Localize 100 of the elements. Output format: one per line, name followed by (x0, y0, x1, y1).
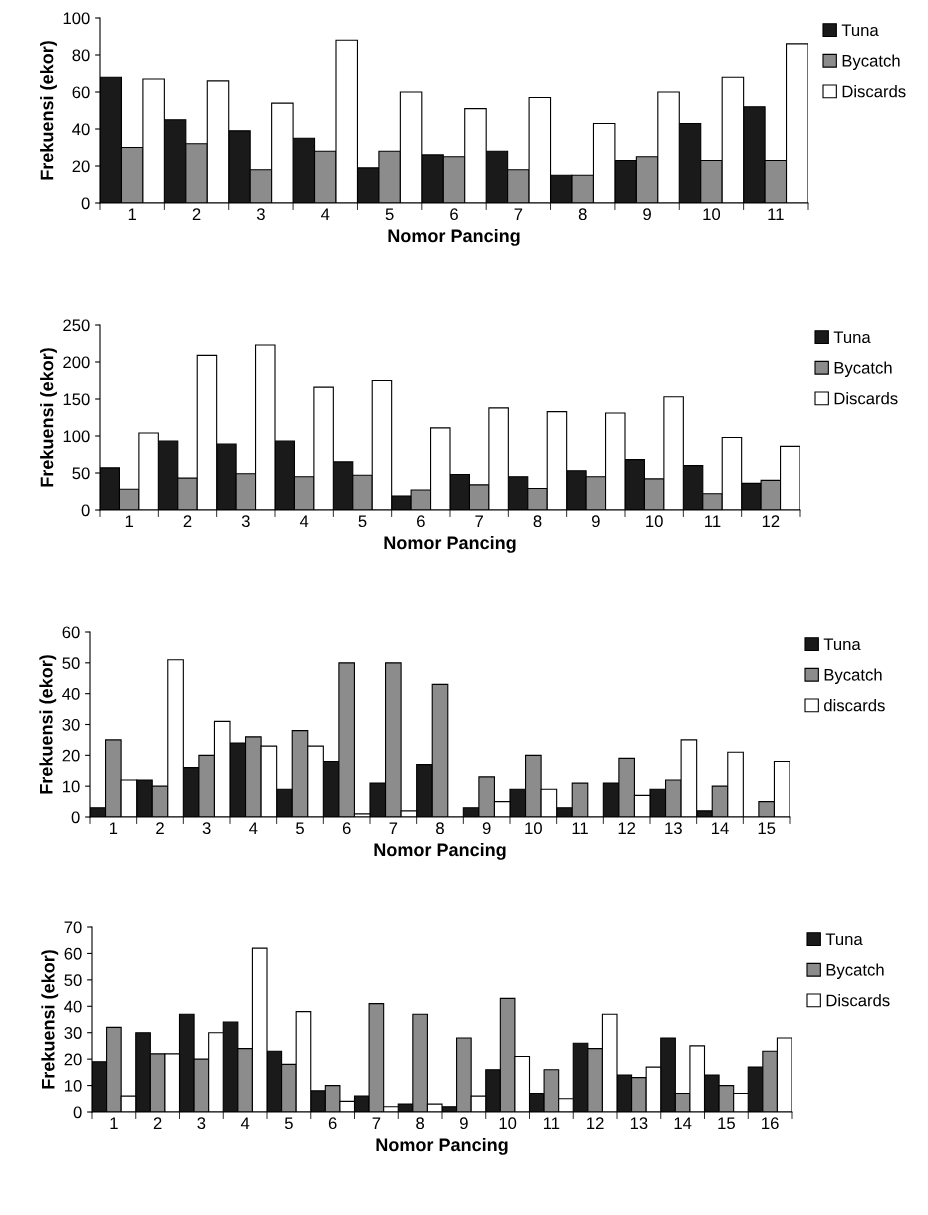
y-tick-label: 0 (81, 197, 90, 210)
x-tick-label: 15 (758, 822, 776, 835)
y-tick-label: 60 (62, 626, 80, 639)
x-tick-label: 9 (482, 822, 491, 835)
y-tick-label: 40 (72, 123, 90, 136)
y-tick-label: 50 (72, 467, 90, 480)
x-tick-label: 14 (674, 1117, 692, 1129)
x-tick-label: 8 (436, 822, 444, 835)
x-tick-label: 10 (499, 1117, 517, 1130)
x-tick-label: 15 (718, 1117, 735, 1130)
x-tick-label: 10 (646, 515, 663, 528)
y-tick-label: 20 (62, 749, 80, 762)
x-tick-label: 16 (762, 1117, 779, 1130)
legend-label: Discards (834, 392, 898, 405)
x-tick-label: 6 (328, 1117, 337, 1130)
x-tick-label: 11 (768, 208, 784, 220)
x-tick-label: 8 (416, 1117, 425, 1130)
x-tick-label: 14 (712, 822, 729, 834)
x-tick-label: 6 (450, 208, 458, 221)
x-tick-label: 11 (705, 515, 721, 527)
legend-label: discards (824, 699, 885, 712)
x-tick-label: 1 (125, 515, 133, 527)
x-tick-label: 3 (256, 208, 265, 221)
y-tick-label: 20 (72, 160, 90, 173)
x-tick-label: 6 (342, 822, 351, 835)
x-tick-label: 4 (321, 208, 330, 220)
y-tick-label: 60 (64, 947, 82, 960)
x-tick-label: 12 (618, 822, 636, 834)
x-axis-title: Nomor Pancing (374, 842, 506, 860)
x-tick-label: 4 (240, 1117, 250, 1129)
legend-label: Bycatch (842, 54, 900, 70)
y-tick-label: 40 (64, 1000, 82, 1013)
y-tick-label: 0 (71, 811, 80, 824)
x-tick-label: 13 (665, 822, 682, 835)
y-tick-label: 60 (72, 86, 90, 99)
x-tick-label: 7 (372, 1117, 381, 1129)
x-tick-label: 4 (249, 822, 258, 834)
x-tick-label: 5 (284, 1117, 293, 1130)
y-axis-title: Frekuensi (ekor) (41, 950, 59, 1089)
x-tick-label: 8 (578, 208, 587, 221)
legend-label: Bycatch (824, 668, 882, 684)
y-tick-label: 150 (63, 393, 90, 406)
x-tick-label: 3 (197, 1117, 206, 1130)
x-tick-label: 5 (296, 822, 304, 835)
y-axis-title: Frekuensi (ekor) (40, 348, 57, 487)
y-axis-title: Frekuensi (ekor) (40, 41, 57, 180)
y-tick-label: 80 (72, 49, 90, 62)
y-tick-label: 0 (73, 1106, 82, 1119)
legend-label: Bycatch (834, 361, 892, 377)
y-tick-label: 20 (64, 1053, 82, 1066)
y-tick-label: 0 (81, 504, 90, 517)
y-tick-label: 200 (63, 356, 90, 369)
x-tick-label: 3 (241, 515, 250, 528)
x-tick-label: 9 (591, 515, 600, 528)
x-tick-label: 7 (389, 822, 398, 834)
x-axis-title: Nomor Pancing (376, 1137, 508, 1155)
x-tick-label: 10 (525, 822, 542, 835)
y-tick-label: 70 (64, 921, 82, 934)
y-tick-label: 100 (63, 430, 90, 443)
y-tick-label: 50 (62, 657, 80, 670)
y-tick-label: 10 (65, 1079, 82, 1092)
y-tick-label: 50 (64, 974, 82, 987)
x-tick-label: 11 (572, 822, 588, 834)
x-tick-label: 10 (703, 208, 721, 221)
x-tick-label: 2 (153, 1117, 162, 1129)
x-tick-label: 12 (762, 515, 780, 527)
x-tick-label: 1 (109, 822, 118, 834)
legend-label: Bycatch (826, 963, 884, 979)
x-tick-label: 2 (156, 822, 164, 834)
x-tick-label: 4 (299, 515, 309, 527)
y-tick-label: 30 (62, 718, 80, 731)
x-tick-label: 11 (543, 1117, 560, 1129)
y-tick-label: 30 (64, 1027, 82, 1039)
x-tick-label: 5 (385, 208, 394, 221)
x-tick-label: 7 (475, 515, 483, 527)
x-tick-label: 9 (643, 208, 651, 221)
x-tick-label: 8 (533, 515, 542, 528)
x-axis-title: Nomor Pancing (384, 535, 516, 553)
x-axis-title: Nomor Pancing (388, 228, 520, 246)
y-tick-label: 10 (63, 780, 80, 793)
legend-label: Discards (826, 994, 890, 1007)
x-tick-label: 1 (110, 1117, 118, 1129)
x-tick-label: 9 (460, 1117, 468, 1130)
x-tick-label: 6 (417, 515, 425, 528)
x-tick-label: 3 (202, 822, 211, 835)
x-tick-label: 13 (630, 1117, 648, 1130)
x-tick-label: 2 (183, 515, 192, 527)
x-tick-label: 1 (128, 208, 136, 220)
y-tick-label: 40 (62, 688, 80, 700)
legend-label: Tuna (841, 24, 879, 37)
y-tick-label: 100 (63, 12, 90, 25)
legend-label: Tuna (825, 933, 863, 946)
legend-label: Tuna (833, 331, 871, 344)
legend-label: Tuna (823, 638, 861, 651)
x-tick-label: 7 (514, 208, 523, 220)
x-tick-label: 5 (358, 515, 367, 528)
legend-label: Discards (842, 85, 906, 98)
y-axis-title: Frekuensi (ekor) (39, 655, 57, 794)
x-tick-label: 12 (587, 1117, 604, 1129)
x-tick-label: 2 (192, 208, 201, 220)
